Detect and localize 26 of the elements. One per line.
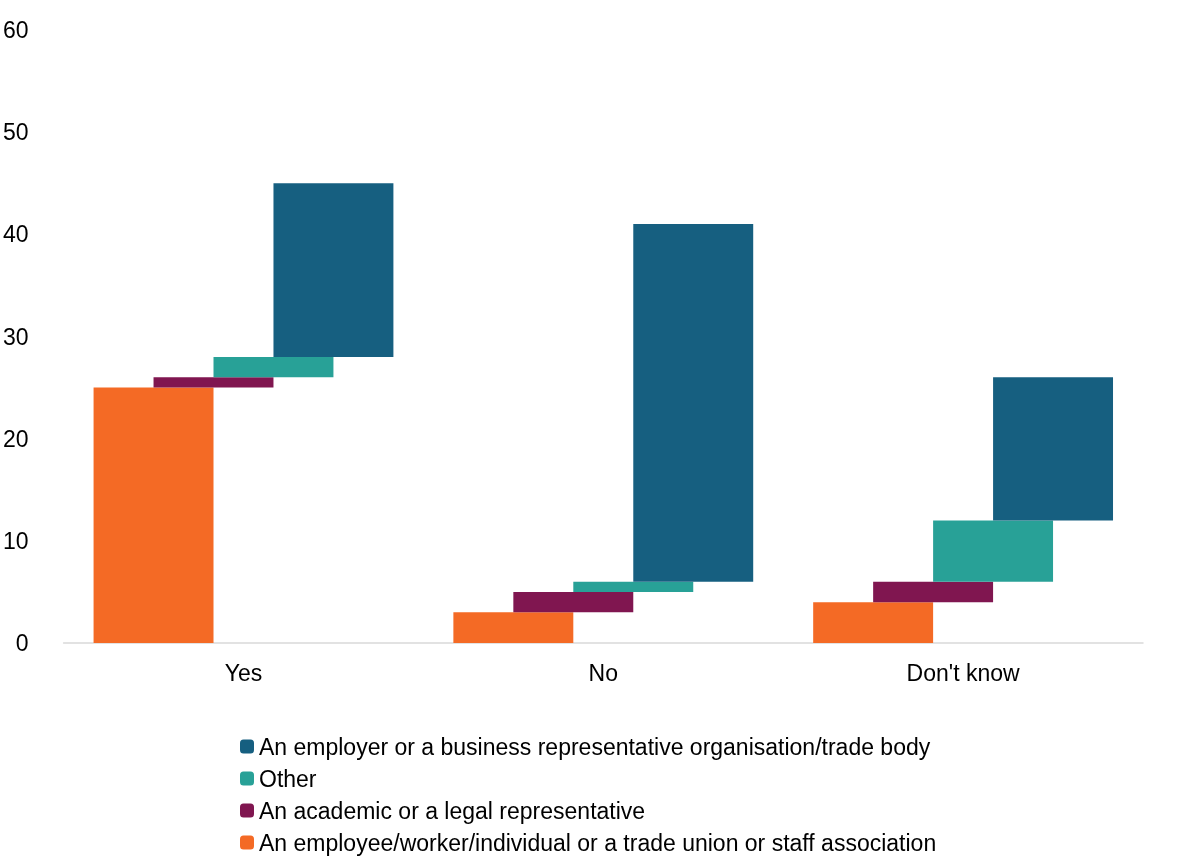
x-tick-label: Don't know (906, 659, 1021, 686)
bar (513, 591, 634, 613)
bar (873, 581, 994, 603)
bar (93, 387, 214, 643)
legend-label: Other (259, 765, 317, 792)
y-tick-label: 30 (2, 323, 29, 350)
bar (573, 581, 694, 592)
legend-label: An employer or a business representative organisation/trade body (259, 733, 931, 760)
bar (933, 520, 1054, 582)
bar (633, 224, 754, 582)
bar (213, 356, 334, 378)
bar (453, 612, 574, 643)
bar (813, 602, 934, 643)
y-tick-label: 40 (2, 221, 29, 248)
x-tick-label: No (588, 659, 618, 686)
legend-label: An academic or a legal representative (259, 797, 646, 824)
y-tick-label: 20 (2, 425, 29, 452)
y-tick-label: 60 (2, 17, 29, 43)
y-tick-label: 10 (2, 527, 29, 554)
legend-label: An employee/worker/individual or a trade union or staff association (259, 829, 937, 856)
bar (273, 183, 394, 357)
bar (993, 377, 1114, 521)
y-tick-label: 0 (15, 630, 29, 656)
y-tick-label: 50 (2, 119, 29, 146)
x-tick-label: Yes (224, 659, 263, 686)
bar (153, 377, 274, 388)
